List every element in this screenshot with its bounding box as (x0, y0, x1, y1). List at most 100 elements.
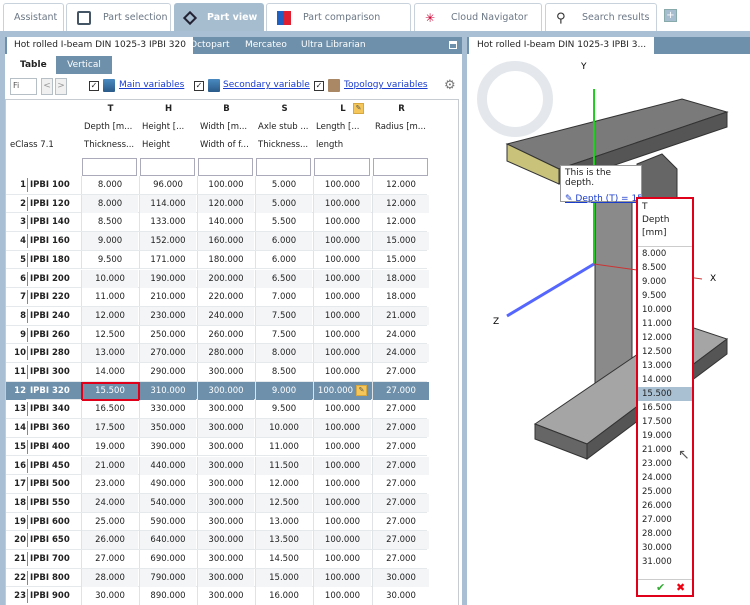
cell-R[interactable]: 15.000 (372, 250, 429, 269)
cell-L[interactable]: 100.000 (313, 550, 371, 568)
table-row[interactable]: 11 IPBI 300 14.000 290.000 300.000 8.500 100.0… (6, 363, 427, 382)
dropdown-option[interactable]: 26.000 (642, 501, 672, 511)
dropdown-option[interactable]: 31.000 (642, 557, 672, 567)
cell-B[interactable]: 300.000 (197, 587, 254, 605)
cell-S[interactable]: 15.000 (255, 568, 312, 587)
tab-part-comparison[interactable]: Part comparison (266, 3, 411, 31)
filter-input[interactable]: Fi (10, 78, 37, 95)
column-filter-input[interactable] (140, 158, 195, 176)
column-filter-input[interactable] (82, 158, 137, 176)
cell-H[interactable]: 790.000 (139, 568, 196, 587)
tab-mercateo[interactable]: Mercateo (245, 40, 287, 50)
table-row[interactable]: 22 IPBI 800 28.000 790.000 300.000 15.000 100.… (6, 568, 429, 588)
cell-T[interactable]: 12.000 (81, 306, 138, 325)
cell-T[interactable]: 23.000 (81, 475, 138, 494)
prev-button[interactable]: < (41, 78, 53, 95)
cell-L[interactable]: 100.000 (313, 194, 371, 213)
cell-L[interactable]: 100.000 (313, 363, 371, 381)
cell-S[interactable]: 13.000 (255, 512, 312, 531)
cell-S[interactable]: 10.000 (255, 419, 312, 438)
depth-link[interactable]: ✎ Depth (T) = 15.5 (561, 190, 641, 208)
cell-B[interactable]: 280.000 (197, 344, 254, 363)
cell-S[interactable]: 7.500 (255, 325, 312, 344)
cell-R[interactable]: 12.000 (372, 194, 429, 213)
maximize-icon[interactable] (449, 41, 457, 49)
cell-B[interactable]: 300.000 (197, 437, 254, 456)
cell-S[interactable]: 9.500 (255, 400, 312, 419)
table-row[interactable]: 4 IPBI 160 9.000 152.000 160.000 6.000 100.000… (6, 232, 429, 251)
cell-B[interactable]: 300.000 (197, 568, 254, 587)
cell-L[interactable]: 100.000 (313, 250, 371, 269)
cell-R[interactable]: 18.000 (372, 288, 429, 307)
table-row[interactable]: 5 IPBI 180 9.500 171.000 180.000 6.000 100.000… (6, 250, 429, 270)
cell-H[interactable]: 350.000 (139, 419, 196, 438)
dropdown-option[interactable]: 12.000 (642, 333, 672, 343)
table-row[interactable]: 8 IPBI 240 12.000 230.000 240.000 7.500 100.00… (6, 306, 429, 326)
gear-icon[interactable]: ⚙ (444, 78, 456, 93)
cell-T[interactable]: 21.000 (81, 456, 138, 475)
cell-R[interactable]: 12.000 (372, 213, 429, 232)
table-row[interactable]: 14 IPBI 360 17.500 350.000 300.000 10.000 100.… (6, 419, 429, 438)
cell-S[interactable]: 7.500 (255, 306, 312, 325)
cell-T[interactable]: 9.500 (81, 250, 138, 269)
depth-value-dropdown[interactable]: T Depth [mm] 8.000 8.500 9.000 9.500 10.000 1… (636, 197, 694, 597)
cell-R[interactable]: 30.000 (372, 587, 429, 605)
cell-L[interactable]: 100.000 ✎ (313, 381, 371, 400)
cell-R[interactable]: 27.000 (372, 363, 429, 381)
tab-cloud-navigator[interactable]: ✳ Cloud Navigator (414, 3, 542, 31)
cell-T[interactable]: 10.000 (81, 269, 138, 288)
cell-R[interactable]: 21.000 (372, 306, 429, 325)
cell-T[interactable]: 8.500 (81, 213, 138, 232)
cell-R[interactable]: 30.000 (372, 568, 429, 587)
dropdown-option[interactable]: 23.000 (642, 459, 672, 469)
cell-H[interactable]: 190.000 (139, 269, 196, 288)
cell-L[interactable]: 100.000 (313, 269, 371, 288)
tab-3d-view[interactable]: Hot rolled I-beam DIN 1025-3 IPBI 3... (469, 37, 655, 54)
tab-part-selection[interactable]: Part selection (66, 3, 171, 31)
cell-S[interactable]: 5.000 (255, 194, 312, 213)
table-row[interactable]: 20 IPBI 650 26.000 640.000 300.000 13.500 100.… (6, 531, 429, 550)
cell-H[interactable]: 440.000 (139, 456, 196, 475)
dropdown-option[interactable]: 17.500 (642, 417, 672, 427)
add-tab-button[interactable]: + (664, 9, 677, 22)
cell-H[interactable]: 690.000 (139, 550, 196, 568)
table-row[interactable]: 9 IPBI 260 12.500 250.000 260.000 7.500 100.00… (6, 325, 427, 345)
confirm-icon[interactable]: ✔ (656, 581, 666, 594)
tab-part-view[interactable]: Part view (174, 3, 264, 31)
cell-T[interactable]: 25.000 (81, 512, 138, 531)
cell-S[interactable]: 12.500 (255, 493, 312, 512)
cell-H[interactable]: 250.000 (139, 325, 196, 344)
cell-B[interactable]: 300.000 (197, 550, 254, 568)
cell-S[interactable]: 11.000 (255, 437, 312, 456)
dropdown-option[interactable]: 25.000 (642, 487, 672, 497)
cell-T[interactable]: 30.000 (81, 587, 138, 605)
cell-L[interactable]: 100.000 (313, 325, 371, 344)
cell-L[interactable]: 100.000 (313, 306, 371, 325)
cell-H[interactable]: 290.000 (139, 363, 196, 381)
dropdown-option[interactable]: 19.000 (642, 431, 672, 441)
cell-B[interactable]: 300.000 (197, 363, 254, 381)
dropdown-option[interactable]: 27.000 (642, 515, 672, 525)
table-row[interactable]: 1 IPBI 100 8.000 96.000 100.000 5.000 100.000 1… (6, 176, 427, 195)
secondary-variables-checkbox[interactable]: ✓ (194, 81, 204, 91)
cell-B[interactable]: 240.000 (197, 306, 254, 325)
cell-H[interactable]: 270.000 (139, 344, 196, 363)
tab-assistant[interactable]: Assistant (3, 3, 64, 31)
cell-B[interactable]: 300.000 (197, 456, 254, 475)
cell-H[interactable]: 171.000 (139, 250, 196, 269)
cell-H[interactable]: 230.000 (139, 306, 196, 325)
cell-H[interactable]: 890.000 (139, 587, 196, 605)
cell-H[interactable]: 210.000 (139, 288, 196, 307)
table-row[interactable]: 10 IPBI 280 13.000 270.000 280.000 8.000 100.0… (6, 344, 429, 363)
dropdown-option[interactable]: 9.500 (642, 291, 667, 301)
cell-R[interactable]: 27.000 (372, 475, 429, 494)
cell-H[interactable]: 590.000 (139, 512, 196, 531)
view-cube-ring[interactable] (477, 61, 553, 137)
dropdown-option[interactable]: 30.000 (642, 543, 672, 553)
cell-B[interactable]: 220.000 (197, 288, 254, 307)
cell-R[interactable]: 27.000 (372, 437, 429, 456)
cell-L[interactable]: 100.000 (313, 288, 371, 307)
cell-S[interactable]: 8.500 (255, 363, 312, 381)
cancel-icon[interactable]: ✖ (676, 581, 686, 594)
cell-R[interactable]: 27.000 (372, 381, 429, 400)
